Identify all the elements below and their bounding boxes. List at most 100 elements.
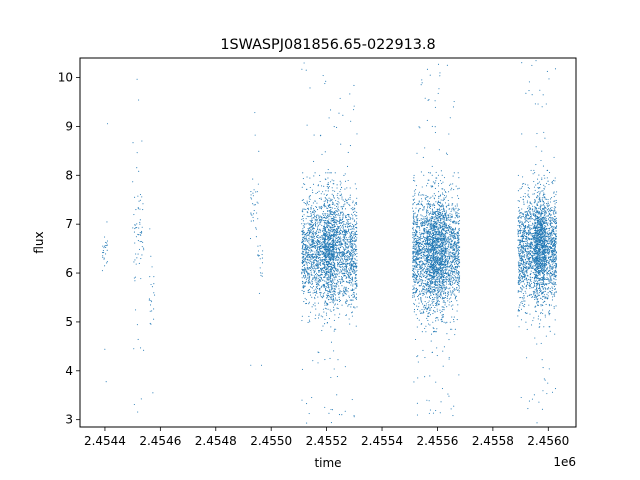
data-point [333,306,335,308]
data-point [328,287,330,289]
data-point [347,241,349,243]
data-point [310,257,312,259]
data-point [330,271,332,273]
data-point [340,261,342,263]
data-point [336,264,339,266]
data-point [347,272,349,274]
data-point [432,278,434,280]
data-point [306,403,308,405]
data-point [329,253,331,255]
data-point [308,250,310,252]
data-point [314,294,317,296]
data-point [313,232,315,234]
data-point [325,227,327,229]
data-point [333,235,335,237]
data-point [326,282,328,284]
data-point [436,232,438,234]
data-point [437,228,440,230]
data-point [355,249,357,251]
data-point [310,273,313,275]
data-point [352,211,355,213]
data-point [452,207,455,209]
data-point [419,265,421,267]
data-point [337,259,339,261]
data-point [250,194,252,196]
data-point [303,202,305,204]
data-point [421,243,423,246]
data-point [332,297,334,299]
data-point [328,262,330,264]
data-point [415,255,417,257]
data-point [329,258,331,260]
data-point [434,195,436,197]
data-point [340,279,342,281]
data-point [313,271,315,273]
data-point [313,217,315,219]
data-point [330,181,332,183]
data-point [433,284,435,286]
data-point [426,278,428,280]
data-point [415,291,418,293]
data-point [321,274,323,276]
data-point [423,257,425,259]
data-point [444,266,446,268]
data-point [425,229,427,231]
data-point [420,300,422,302]
data-point [318,269,320,272]
data-point [351,226,353,228]
data-point [312,360,314,362]
data-point [414,194,416,196]
data-point [344,180,347,182]
data-point [338,292,340,294]
data-point [313,243,315,245]
data-point [326,243,328,245]
data-point [331,409,334,411]
data-point [327,253,329,255]
data-point [324,273,326,275]
data-point [428,412,430,414]
data-point [334,257,336,260]
data-point [440,319,442,321]
data-point [443,197,445,199]
data-point [450,270,452,272]
data-point [332,288,334,290]
data-point [417,258,420,260]
data-point [352,293,354,295]
data-point [250,220,252,222]
data-point [351,240,353,242]
data-point [413,273,415,275]
data-point [336,279,339,281]
data-point [336,283,338,285]
data-point [352,207,354,209]
data-point [302,228,304,230]
data-point [445,205,447,207]
data-point [336,208,338,210]
data-point [439,312,441,314]
data-point [339,313,341,315]
data-point [303,284,305,286]
data-point [312,236,314,238]
data-point [304,282,306,284]
data-point [425,291,427,293]
data-point [313,277,315,279]
data-point [315,291,317,293]
data-point [336,245,338,247]
data-point [441,182,443,185]
data-point [313,256,315,258]
data-point [329,273,331,275]
data-point [440,282,442,284]
data-point [345,303,347,305]
data-point [319,257,321,259]
data-point [443,321,445,323]
data-point [419,292,421,294]
data-point [419,242,421,244]
data-point [349,93,351,95]
data-point [326,294,328,296]
data-point [311,281,313,283]
data-point [350,249,352,251]
data-point [328,269,330,271]
data-point [302,218,304,220]
data-point [424,220,426,222]
data-point [337,229,339,231]
data-point [419,229,421,231]
